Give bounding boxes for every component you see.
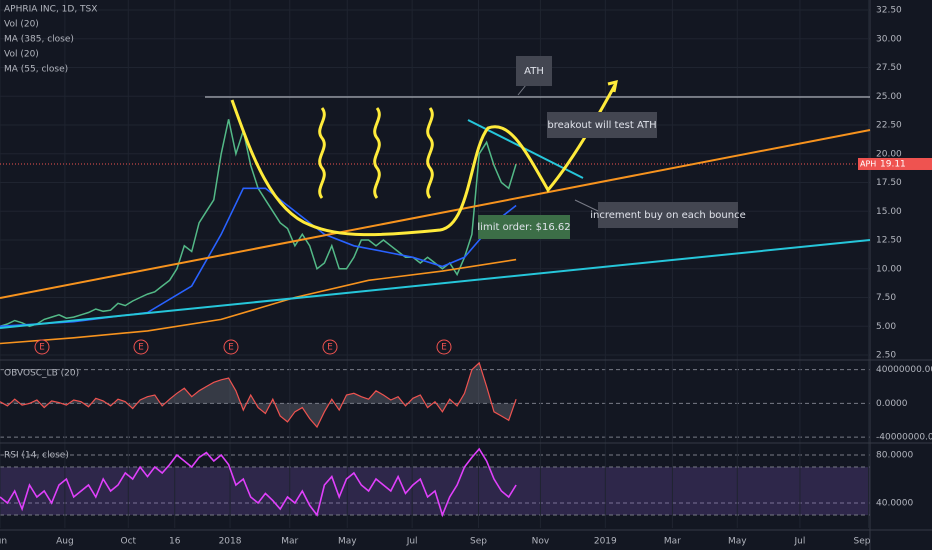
indicator-label: MA (55, close) [4, 65, 68, 75]
y-tick-label: 12.50 [876, 236, 902, 246]
x-tick-label: Aug [56, 537, 74, 547]
callout-box [547, 112, 657, 138]
y-tick-label: 0.0000 [876, 399, 908, 409]
y-tick-label: 25.00 [876, 92, 902, 102]
trend-line [0, 239, 871, 329]
earnings-label: E [39, 343, 45, 353]
squiggle [373, 107, 381, 199]
earnings-marker [436, 339, 452, 355]
x-tick-label: Nov [532, 537, 550, 547]
series-line [0, 447, 517, 518]
x-tick-label: 2018 [219, 537, 242, 547]
x-tick-label: Jul [794, 537, 806, 547]
y-tick-label: 40000000.0000 [876, 365, 932, 375]
y-tick-label: 20.00 [876, 149, 902, 159]
callout-box [598, 202, 738, 228]
earnings-marker [133, 339, 149, 355]
series-line [0, 187, 517, 328]
pane-title: OBVOSC_LB (20) [4, 369, 79, 379]
callout-box [516, 56, 552, 86]
x-tick-label: 16 [169, 537, 181, 547]
y-tick-label: 27.50 [876, 63, 902, 73]
x-tick-label: Mar [281, 537, 298, 547]
y-tick-label: 2.50 [876, 351, 896, 361]
indicator-label: Vol (20) [4, 50, 39, 60]
y-tick-label: 5.00 [876, 322, 896, 332]
last-price-tag [858, 157, 932, 170]
y-tick-label: 7.50 [876, 293, 896, 303]
y-tick-label: 30.00 [876, 34, 902, 44]
annotation: breakout will test ATH [547, 120, 656, 131]
x-tick-label: Sep [470, 537, 487, 547]
earnings-marker [322, 339, 338, 355]
x-tick-label: May [728, 537, 747, 547]
y-tick-label: 40.0000 [876, 499, 913, 509]
x-tick-label: Sep [854, 537, 871, 547]
earnings-markers: E E E E E [34, 339, 452, 355]
squiggle [318, 107, 326, 199]
earnings-marker [223, 339, 239, 355]
symbol-label: APH [860, 159, 876, 168]
y-tick-label: 17.50 [876, 178, 902, 188]
y-tick-label: 80.0000 [876, 451, 913, 461]
drawings [0, 56, 871, 329]
x-tick-label: Jul [406, 537, 418, 547]
callout-box [478, 215, 570, 239]
y-tick-label: -40000000.0000 [876, 433, 932, 443]
earnings-label: E [138, 343, 144, 353]
y-tick-label: 15.00 [876, 207, 902, 217]
indicator-label: Vol (20) [4, 20, 39, 30]
x-tick-label: May [338, 537, 357, 547]
indicator-label: MA (385, close) [4, 35, 74, 45]
x-tick-label: Mar [664, 537, 681, 547]
obv-line [0, 361, 517, 429]
trend-line [0, 129, 871, 299]
marks [0, 119, 870, 518]
pane-title: RSI (14, close) [4, 451, 69, 461]
annotation: limit order: $16.62 [477, 222, 570, 233]
last-price-label: 19.11 [880, 159, 906, 169]
x-tick-label: 2019 [594, 537, 617, 547]
series-line [0, 258, 517, 345]
y-tick-label: 32.50 [876, 6, 902, 16]
y-tick-label: 10.00 [876, 264, 902, 274]
earnings-label: E [327, 343, 333, 353]
chart-title: APHRIA INC, 1D, TSX [4, 5, 97, 15]
y-tick-label: 22.50 [876, 121, 902, 131]
squiggle [426, 107, 434, 199]
grid [0, 0, 870, 528]
annotation: increment buy on each bounce [590, 210, 746, 221]
cup-drawing [230, 84, 617, 237]
earnings-marker [34, 339, 50, 355]
annotation: ATH [524, 66, 544, 77]
callout-pointer [574, 199, 601, 213]
x-tick-label: Jun [0, 537, 7, 547]
x-tick-label: Oct [121, 537, 137, 547]
earnings-label: E [441, 343, 447, 353]
arrow-head [607, 79, 618, 93]
earnings-label: E [228, 343, 234, 353]
